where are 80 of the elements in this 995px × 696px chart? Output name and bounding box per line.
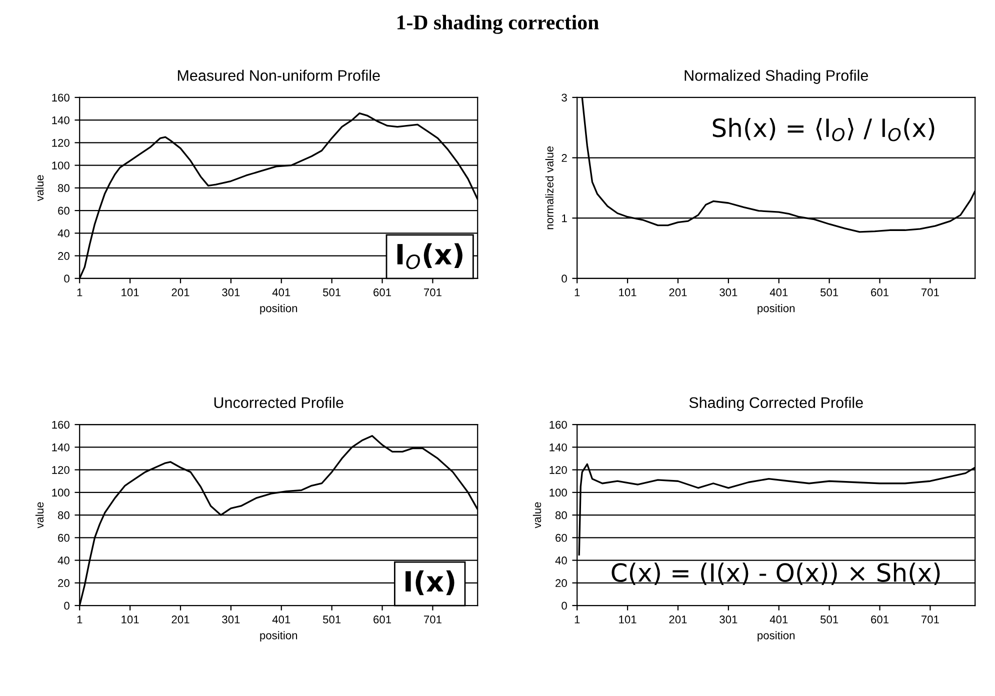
x-tick-label: 701 [424,616,442,624]
y-tick-label: 0 [64,274,70,283]
y-tick-label: 40 [555,556,567,564]
x-axis-title: position [260,304,298,314]
y-tick-label: 160 [52,94,70,102]
x-tick-label: 401 [770,616,788,624]
y-tick-label: 20 [556,579,567,588]
x-axis-title: position [758,304,795,314]
y-tick-label: 120 [550,466,567,474]
y-tick-label: 80 [58,511,70,520]
x-tick-label: 401 [272,288,290,296]
y-axis-title: normalized value [545,146,554,230]
x-tick-label: 201 [172,616,190,624]
annotation: C(x) = (I(x) - O(x)) × Sh(x) [612,562,940,585]
y-tick-label: 160 [52,420,70,429]
x-axis-title: position [758,631,795,642]
y-tick-label: 0 [562,602,567,610]
y-tick-label: 140 [550,443,567,452]
y-tick-label: 60 [58,206,70,215]
y-tick-label: 80 [58,184,70,192]
y-tick-label: 3 [562,94,567,102]
x-tick-label: 401 [272,616,290,624]
y-tick-label: 120 [52,138,70,147]
x-tick-label: 301 [222,616,240,624]
y-tick-label: 0 [64,602,70,610]
text: 1-D shading correction [398,14,599,34]
x-axis-title: position [260,631,298,642]
annotation: I$_{O}$(x) [397,243,462,270]
y-tick-label: 60 [556,534,567,542]
y-tick-label: 60 [58,534,70,542]
chart-title: Measured Non-uniform Profile [178,70,380,81]
x-tick-label: 1 [574,288,580,296]
y-tick-label: 140 [52,443,70,452]
y-tick-label: 80 [556,511,567,520]
y-tick-label: 120 [52,466,70,474]
x-tick-label: 1 [77,616,82,624]
x-tick-label: 1 [574,616,580,624]
x-tick-label: 1 [77,288,82,296]
y-tick-label: 40 [58,556,70,564]
x-tick-label: 601 [871,616,888,624]
x-tick-label: 301 [720,288,738,296]
x-tick-label: 701 [424,288,442,296]
x-tick-label: 301 [720,616,738,624]
x-tick-label: 201 [669,616,687,624]
y-tick-label: 0 [562,274,567,283]
x-tick-label: 401 [770,288,788,296]
chart-title: Normalized Shading Profile [684,70,868,84]
x-tick-label: 201 [172,288,190,296]
chart-title: Shading Corrected Profile [689,396,863,412]
y-tick-label: 40 [58,229,70,238]
x-tick-label: 501 [322,288,341,296]
y-tick-label: 100 [550,488,567,497]
y-tick-label: 140 [52,116,70,124]
x-tick-label: 101 [122,616,139,624]
annotation: Sh(x) = ⟨I$_{O}$⟩ / I$_{O}$(x) [712,118,934,142]
y-axis-title: value [35,502,44,528]
x-tick-label: 101 [619,616,636,624]
y-tick-label: 20 [58,252,70,260]
x-tick-label: 201 [669,288,687,296]
y-tick-label: 20 [58,579,70,588]
x-tick-label: 101 [619,288,636,296]
x-tick-label: 701 [922,616,939,624]
x-tick-label: 501 [820,616,838,624]
x-tick-label: 601 [871,288,888,296]
x-tick-label: 501 [322,616,341,624]
x-tick-label: 701 [922,288,939,296]
x-tick-label: 601 [374,616,391,624]
y-tick-label: 1 [562,214,567,222]
y-tick-label: 100 [52,488,70,497]
x-tick-label: 301 [222,288,240,296]
y-axis-title: value [35,175,44,202]
chart-title: Uncorrected Profile [214,396,344,408]
y-axis-title: value [532,502,542,528]
x-tick-label: 601 [374,288,391,296]
y-tick-label: 160 [550,420,567,429]
annotation: I(x) [406,570,454,596]
y-tick-label: 100 [52,162,70,170]
x-tick-label: 501 [820,288,838,296]
x-tick-label: 101 [122,288,139,296]
y-tick-label: 2 [562,154,567,162]
